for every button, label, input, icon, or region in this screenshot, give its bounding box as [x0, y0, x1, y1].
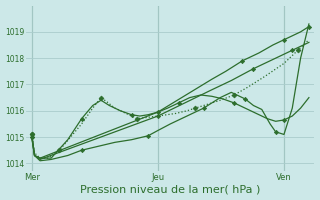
X-axis label: Pression niveau de la mer( hPa ): Pression niveau de la mer( hPa ) — [80, 184, 260, 194]
